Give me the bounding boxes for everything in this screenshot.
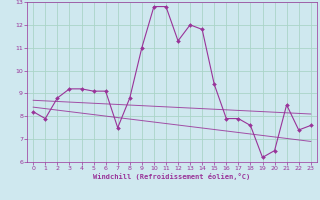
X-axis label: Windchill (Refroidissement éolien,°C): Windchill (Refroidissement éolien,°C)	[93, 173, 251, 180]
